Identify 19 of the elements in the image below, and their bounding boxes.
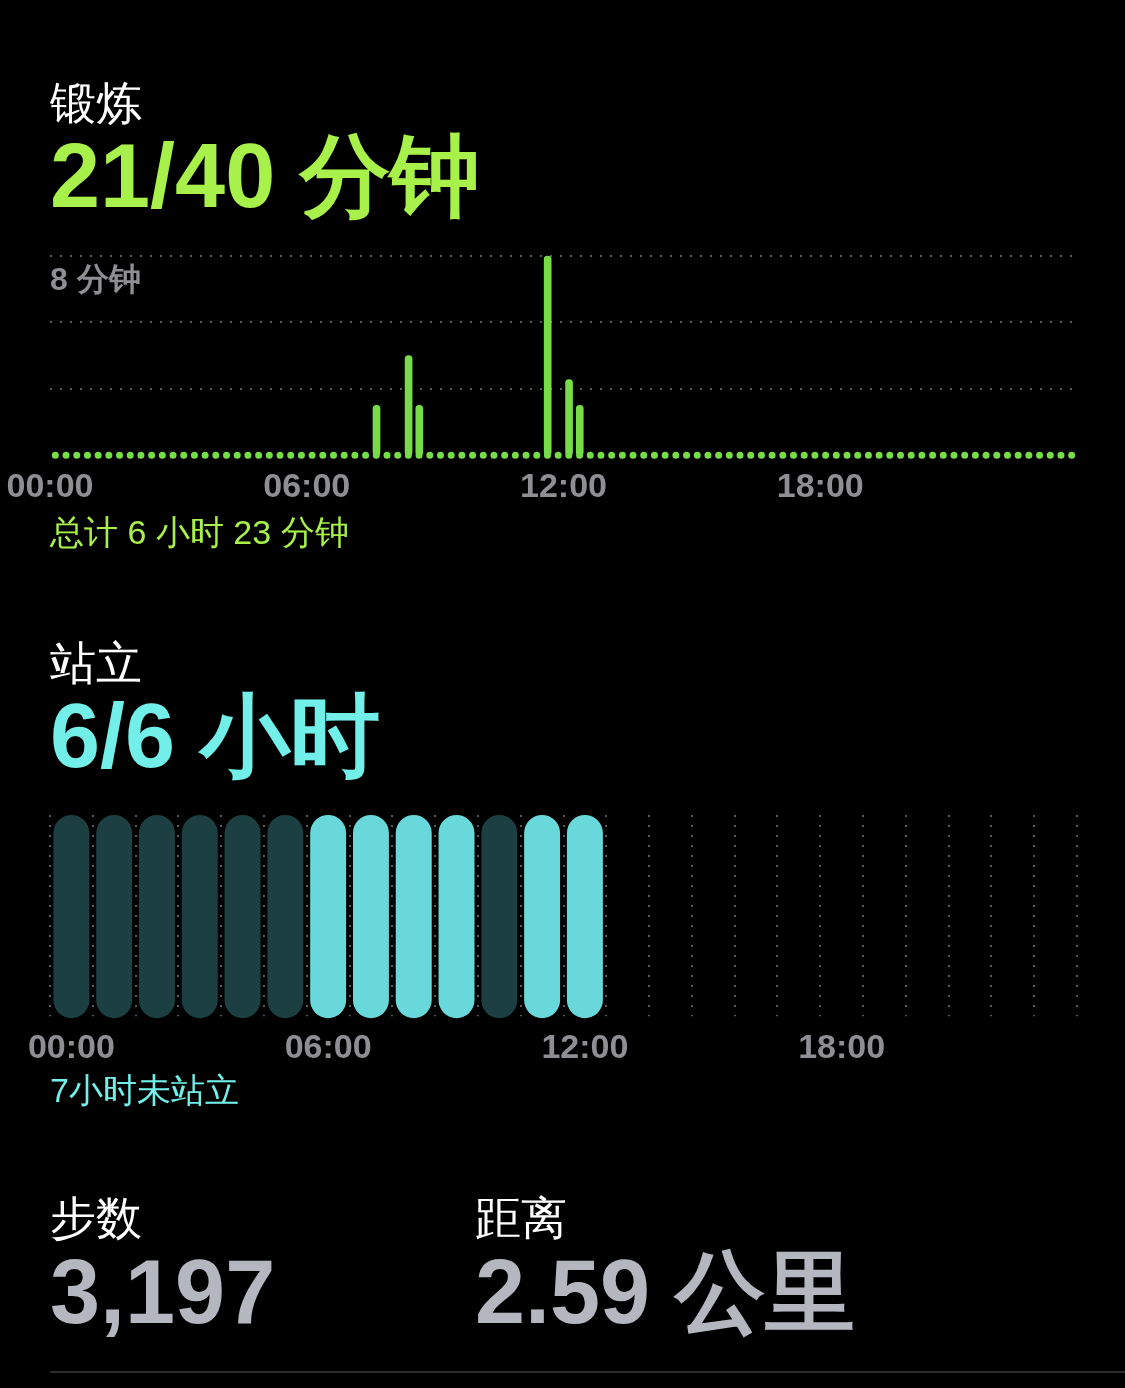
chart-subtitle: 21/40 分钟 xyxy=(50,126,481,226)
x-tick-label: 06:00 xyxy=(284,1026,372,1065)
chart-subtitle: 6/6 小时 xyxy=(50,686,381,786)
x-tick-label: 18:00 xyxy=(798,1026,886,1065)
x-tick-label: 12:00 xyxy=(520,465,607,504)
text: 7小时未站立 xyxy=(50,1070,239,1110)
x-tick-label: 18:00 xyxy=(776,465,864,504)
text: 总计 6 小时 23 分钟 xyxy=(50,512,349,552)
chart-title: 锻炼 xyxy=(50,77,142,129)
x-tick-label: 06:00 xyxy=(263,465,351,504)
y-axis-title: 8 分钟 xyxy=(50,260,141,297)
text: 步数 xyxy=(50,1192,142,1244)
x-tick-label: 00:00 xyxy=(6,465,94,504)
text: 3,197 xyxy=(50,1242,276,1342)
text: 距离 xyxy=(475,1192,567,1244)
x-tick-label: 12:00 xyxy=(541,1026,629,1065)
text: 2.59 公里 xyxy=(475,1242,856,1342)
chart-title: 站立 xyxy=(50,637,142,689)
x-tick-label: 00:00 xyxy=(27,1026,115,1065)
